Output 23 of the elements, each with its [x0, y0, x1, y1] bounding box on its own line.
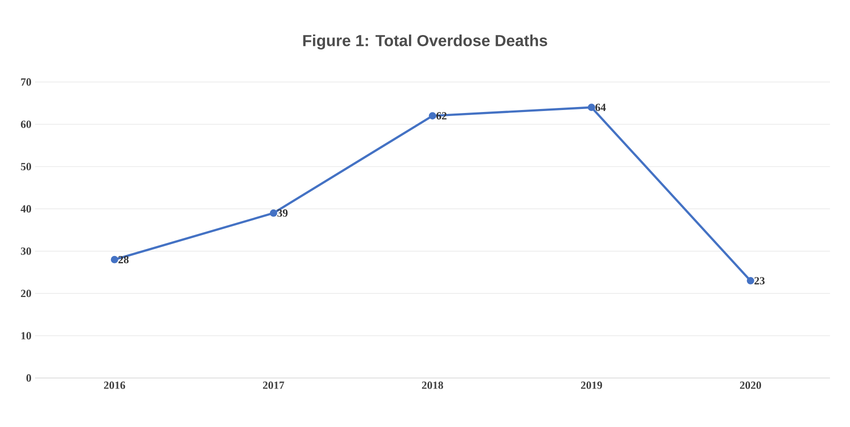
y-tick-label: 0: [26, 374, 32, 382]
data-label: 64: [595, 104, 606, 112]
y-tick-label: 40: [20, 205, 32, 213]
data-label: 23: [754, 277, 765, 284]
x-tick-label: 2018: [422, 382, 444, 389]
y-tick-label: 70: [21, 78, 32, 86]
data-label: 28: [118, 256, 129, 264]
x-tick-label: 2017: [262, 382, 284, 389]
x-tick-label: 2020: [740, 382, 762, 389]
y-tick-label: 60: [20, 120, 32, 128]
point: [110, 256, 118, 264]
x-tick-label: 2019: [581, 382, 602, 389]
y-tick-label: 20: [20, 290, 32, 298]
x-tick-label: 2016: [104, 382, 126, 389]
point: [428, 112, 436, 120]
y-tick-label: 50: [20, 162, 32, 170]
chart-title: Figure 1: Total Overdose Deaths: [303, 34, 548, 50]
point: [588, 104, 596, 112]
y-tick-label: 10: [21, 332, 32, 340]
y-tick-label: 30: [20, 247, 32, 255]
data-label: 39: [277, 209, 288, 217]
point: [746, 277, 754, 284]
point: [270, 209, 278, 217]
